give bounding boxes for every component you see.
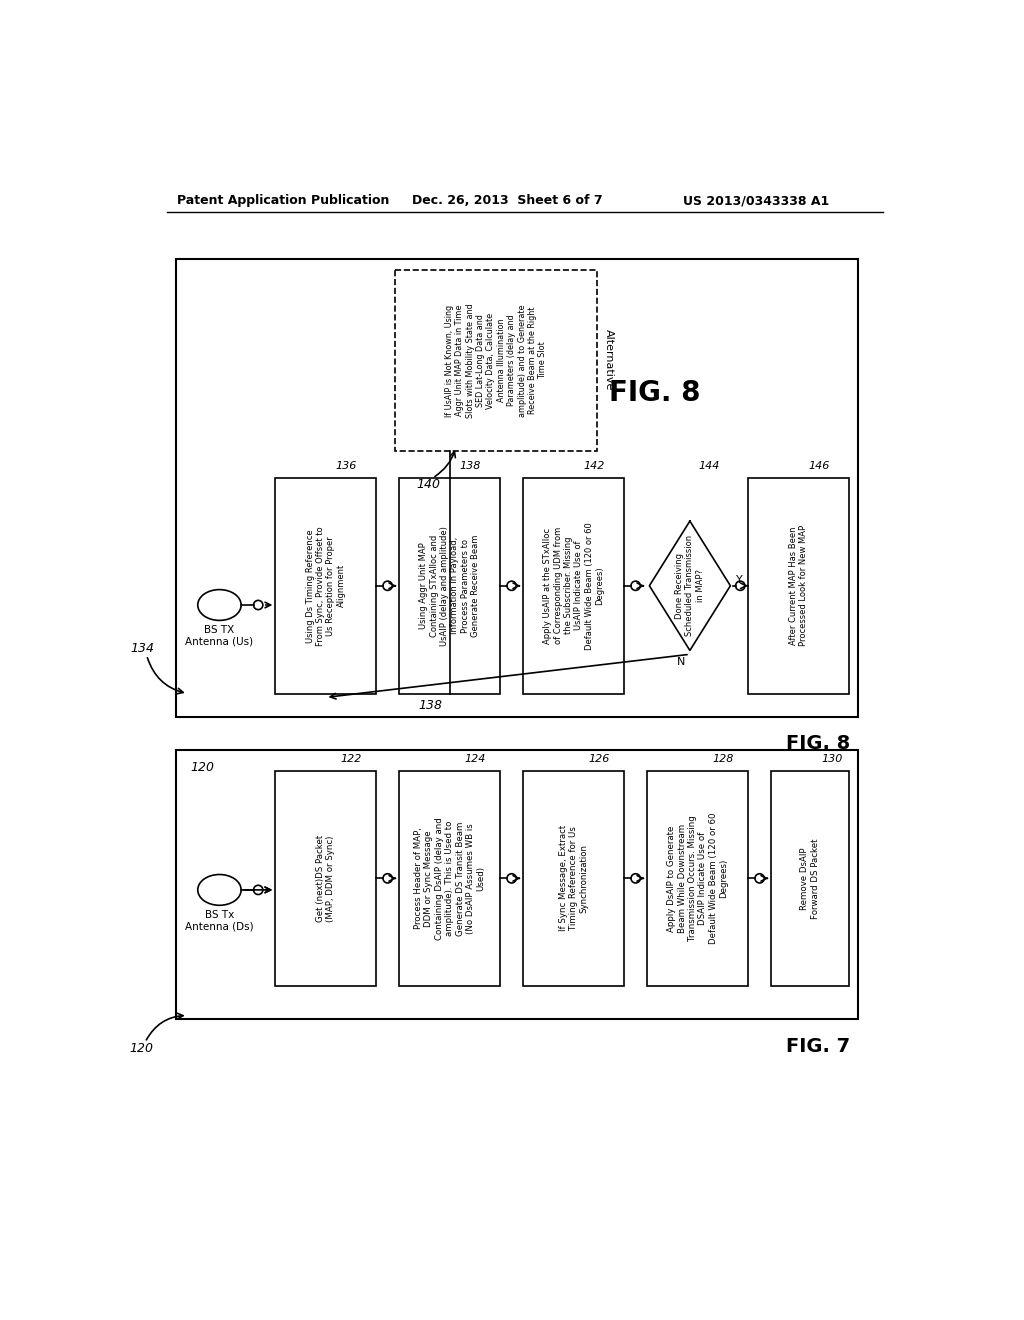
Text: FIG. 8: FIG. 8 bbox=[786, 734, 850, 754]
Text: Using Aggr Unit MAP
Containing STxAlloc and
UsAIP (delay and amplitude)
Informat: Using Aggr Unit MAP Containing STxAlloc … bbox=[419, 525, 480, 645]
Bar bbox=[395, 271, 597, 451]
Bar bbox=[176, 750, 858, 1019]
Text: Alternative: Alternative bbox=[603, 330, 613, 391]
Text: 120: 120 bbox=[190, 762, 214, 775]
Bar bbox=[748, 478, 849, 693]
Text: 124: 124 bbox=[465, 754, 486, 764]
Text: 126: 126 bbox=[589, 754, 610, 764]
Text: If UsAIP is Not Known, Using
Aggr Unit MAP Data in Time
Slots with Mobility Stat: If UsAIP is Not Known, Using Aggr Unit M… bbox=[444, 304, 548, 418]
Text: 144: 144 bbox=[698, 462, 720, 471]
Text: 142: 142 bbox=[584, 462, 605, 471]
Text: 120: 120 bbox=[129, 1041, 154, 1055]
Text: FIG. 7: FIG. 7 bbox=[786, 1036, 850, 1056]
Bar bbox=[399, 771, 500, 986]
Bar bbox=[399, 478, 500, 693]
Bar bbox=[523, 478, 624, 693]
Bar bbox=[771, 771, 849, 986]
Text: 130: 130 bbox=[821, 754, 843, 764]
Text: Apply DsAIP to Generate
Beam While Downstream
Transmission Occurs. Missing
DSAIP: Apply DsAIP to Generate Beam While Downs… bbox=[667, 813, 728, 944]
Bar bbox=[523, 771, 624, 986]
Text: Process Header of MAP,
DDM or Sync Message
Containing DsAIP (delay and
amplitude: Process Header of MAP, DDM or Sync Messa… bbox=[414, 817, 485, 940]
Text: If Sync Message, Extract
Timing Reference for Us
Synchronization: If Sync Message, Extract Timing Referenc… bbox=[559, 825, 589, 932]
Text: BS TX
Antenna (Us): BS TX Antenna (Us) bbox=[185, 624, 254, 647]
Text: N: N bbox=[677, 657, 685, 667]
Bar bbox=[176, 259, 858, 717]
Bar bbox=[275, 771, 376, 986]
Text: Using Ds Timing Reference
From Sync, Provide Offset to
Us Reception for Proper
A: Using Ds Timing Reference From Sync, Pro… bbox=[305, 525, 346, 645]
Text: 138: 138 bbox=[460, 462, 481, 471]
Text: 128: 128 bbox=[713, 754, 734, 764]
Bar bbox=[275, 478, 376, 693]
Text: Patent Application Publication: Patent Application Publication bbox=[177, 194, 389, 207]
Text: 136: 136 bbox=[336, 462, 357, 471]
Text: 146: 146 bbox=[809, 462, 829, 471]
Text: 122: 122 bbox=[341, 754, 362, 764]
Text: 134: 134 bbox=[130, 643, 154, 656]
Text: FIG. 8: FIG. 8 bbox=[609, 379, 700, 408]
Text: BS Tx
Antenna (Ds): BS Tx Antenna (Ds) bbox=[185, 909, 254, 932]
Text: Done Receiving
Scheduled Transmission
in MAP?: Done Receiving Scheduled Transmission in… bbox=[675, 535, 705, 636]
Text: 140: 140 bbox=[416, 478, 440, 491]
Text: Dec. 26, 2013  Sheet 6 of 7: Dec. 26, 2013 Sheet 6 of 7 bbox=[413, 194, 603, 207]
Text: Remove DsAIP
Forward DS Packet: Remove DsAIP Forward DS Packet bbox=[801, 838, 819, 919]
Text: Apply UsAIP at the STxAlloc
of Corresponding UDM from
the Subscriber. Missing
Us: Apply UsAIP at the STxAlloc of Correspon… bbox=[543, 521, 604, 649]
Text: After Current MAP Has Been
Processed Look for New MAP: After Current MAP Has Been Processed Loo… bbox=[788, 525, 808, 647]
Text: Y: Y bbox=[736, 574, 743, 585]
Text: 138: 138 bbox=[418, 698, 442, 711]
Bar bbox=[647, 771, 748, 986]
Text: US 2013/0343338 A1: US 2013/0343338 A1 bbox=[683, 194, 828, 207]
Text: Get (next)DS Packet
(MAP, DDM or Sync): Get (next)DS Packet (MAP, DDM or Sync) bbox=[316, 834, 335, 921]
